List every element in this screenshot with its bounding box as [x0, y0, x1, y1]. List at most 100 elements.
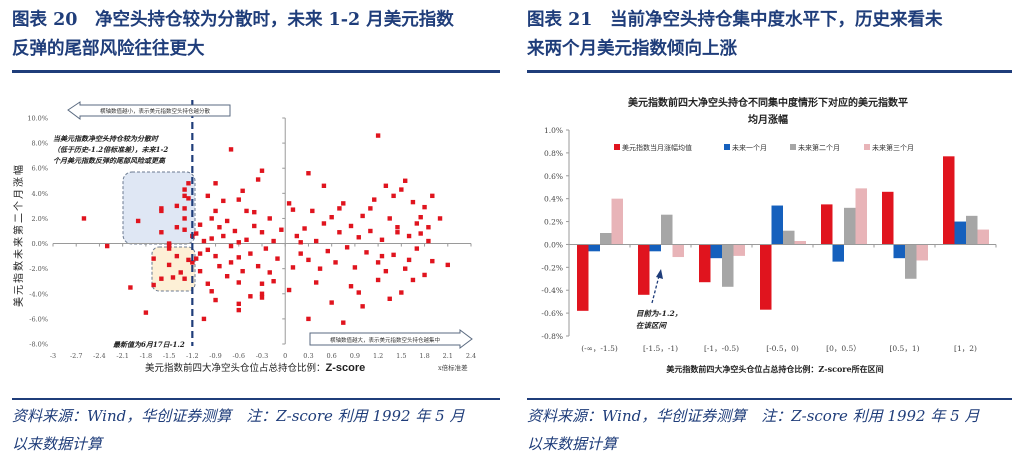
right-footer-line2: 以来数据计算 [527, 435, 618, 453]
bar-1 [577, 244, 589, 311]
scatter-point [259, 230, 265, 235]
scatter-point [205, 281, 211, 286]
scatter-point [213, 208, 218, 214]
right-footer: 资料来源：Wind，华创证券测算 注：Z-score 利用 1992 年 5 月… [527, 402, 979, 458]
scatter-point [372, 197, 377, 202]
scatter-point [410, 277, 416, 283]
scatter-point [306, 257, 311, 263]
scatter-point [224, 218, 230, 224]
annotation-arrow-line [651, 275, 660, 304]
bar-2 [649, 244, 661, 252]
scatter-point [228, 147, 234, 152]
bar-y-tick-label: 0.2% [544, 218, 563, 227]
scatter-point [437, 216, 443, 221]
right-footer-rule [527, 398, 1012, 400]
scatter-point [422, 204, 427, 210]
scatter-point [337, 206, 342, 211]
right-header-rule [527, 70, 1012, 73]
scatter-point [201, 316, 207, 322]
scatter-point [228, 243, 234, 249]
scatter-point [135, 218, 141, 224]
bar-y-tick-label: -0.2% [541, 263, 563, 272]
scatter-point [430, 258, 435, 264]
scatter-point [213, 181, 218, 186]
scatter-point [186, 257, 191, 263]
bar-x-tick-label: [0.5，1) [889, 344, 919, 353]
scatter-point [306, 171, 311, 176]
scatter-point [205, 247, 211, 253]
scatter-point [178, 270, 183, 275]
note-line2: （低于历史-1.2倍标准差），未来1-2 [53, 145, 168, 154]
scatter-point [236, 280, 241, 285]
x-tick-label: -1.2 [186, 352, 199, 360]
scatter-point [159, 230, 164, 235]
x-axis-title: 美元指数前四大净空头仓位占总持仓比例：Z-score [145, 362, 365, 374]
scatter-point [182, 216, 187, 221]
bar-4 [672, 244, 684, 258]
scatter-point [143, 310, 149, 315]
scatter-point [182, 187, 187, 192]
legend-label: 未来一个月 [732, 143, 767, 152]
scatter-point [313, 280, 319, 285]
scatter-point [201, 238, 207, 244]
bar-4 [733, 244, 745, 256]
bar-2 [588, 244, 600, 252]
scatter-point [104, 243, 110, 249]
y-tick-label: -8.0% [29, 341, 48, 349]
bar-3 [905, 244, 917, 279]
bar-1 [638, 244, 650, 295]
bar-4 [611, 198, 623, 245]
y-tick-label: -2.0% [29, 265, 48, 273]
bar-1 [699, 244, 711, 283]
scatter-point [275, 256, 280, 261]
scatter-point [252, 209, 257, 215]
scatter-point [399, 290, 404, 295]
scatter-point [298, 240, 303, 245]
scatter-point [240, 268, 245, 274]
scatter-point [395, 225, 400, 230]
scatter-point [383, 268, 389, 274]
annotation-line1: 目前为-1.2， [636, 309, 682, 318]
scatter-point [337, 230, 342, 235]
y-tick-label: -6.0% [29, 315, 48, 323]
scatter-point [151, 256, 156, 261]
scatter-point [209, 236, 214, 241]
scatter-point [221, 198, 226, 204]
scatter-point [375, 277, 381, 283]
scatter-point [418, 214, 423, 220]
left-arrow-label: 横轴数值越小，表示美元指数空头持仓越分散 [100, 107, 211, 115]
scatter-point [224, 274, 230, 279]
scatter-point [325, 248, 330, 254]
scatter-point [259, 295, 265, 300]
legend-swatch [614, 144, 620, 150]
scatter-point [317, 266, 323, 271]
scatter-point [197, 251, 203, 256]
scatter-point [387, 296, 392, 301]
scatter-point [194, 231, 199, 236]
scatter-point [81, 216, 87, 221]
scatter-point [403, 178, 408, 183]
scatter-point [190, 260, 195, 265]
charts-canvas: -3 -2.7 -2.4 -2.1 -1.8 -1.5 -1.2 -0.9 -0.6 -0.3 0 0… [12, 96, 997, 374]
scatter-point [197, 222, 203, 227]
scatter-point [236, 307, 241, 313]
x-tick-label: 2.1 [443, 352, 453, 360]
bar-x-axis-title: 美元指数前四大净空头仓位占总持仓比例：Z-score所在区间 [666, 364, 883, 374]
bar-1 [882, 191, 894, 245]
scatter-point [290, 207, 296, 212]
scatter-point [166, 242, 172, 248]
bar-x-tick-label: [-1.5，-1) [643, 344, 678, 353]
legend-label: 未来第三个月 [872, 143, 914, 152]
scatter-point [422, 272, 427, 278]
scatter-point [329, 300, 334, 305]
scatter-point [356, 290, 361, 295]
scatter-point [182, 276, 187, 281]
scatter-point [310, 208, 315, 214]
scatter-point [414, 221, 420, 226]
x-axis-title-zscore: Z-score [326, 362, 366, 374]
x-tick-label: 0 [283, 352, 287, 360]
scatter-point [383, 183, 389, 188]
x-tick-label: -2.7 [70, 352, 83, 360]
scatter-point [279, 227, 284, 232]
scatter-point [236, 240, 241, 245]
